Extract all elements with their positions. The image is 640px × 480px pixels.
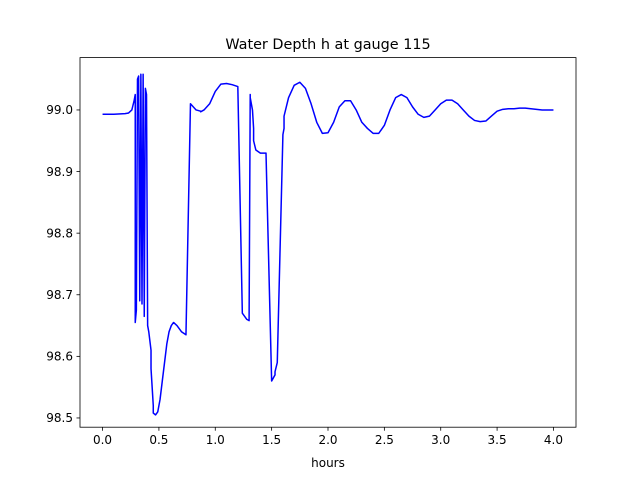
plot-layer (102, 73, 554, 416)
y-tick-label: 98.6 (46, 350, 73, 364)
x-tick-label: 2.0 (318, 433, 337, 447)
y-tick-label: 98.8 (46, 226, 73, 240)
y-tick-label: 98.5 (46, 411, 73, 425)
x-axis-title: hours (311, 456, 345, 470)
series-line-0 (102, 73, 554, 416)
x-tick-label: 3.0 (431, 433, 450, 447)
x-tick-label: 0.5 (149, 433, 168, 447)
x-tick-label: 3.5 (488, 433, 507, 447)
plot-frame (79, 57, 577, 428)
y-tick-label: 98.9 (46, 165, 73, 179)
x-tick-label: 2.5 (375, 433, 394, 447)
ticks-layer: 0.0 0.5 1.0 1.5 2.0 2.5 3.0 3.5 4.0 98.5 98.6 98.7 9… (46, 103, 563, 447)
x-tick-label: 1.5 (262, 433, 281, 447)
y-tick-label: 98.7 (46, 288, 73, 302)
y-tick-label: 99.0 (46, 103, 73, 117)
x-tick-label: 4.0 (544, 433, 563, 447)
x-tick-label: 1.0 (206, 433, 225, 447)
chart-title: Water Depth h at gauge 115 (225, 37, 430, 53)
x-tick-label: 0.0 (93, 433, 112, 447)
